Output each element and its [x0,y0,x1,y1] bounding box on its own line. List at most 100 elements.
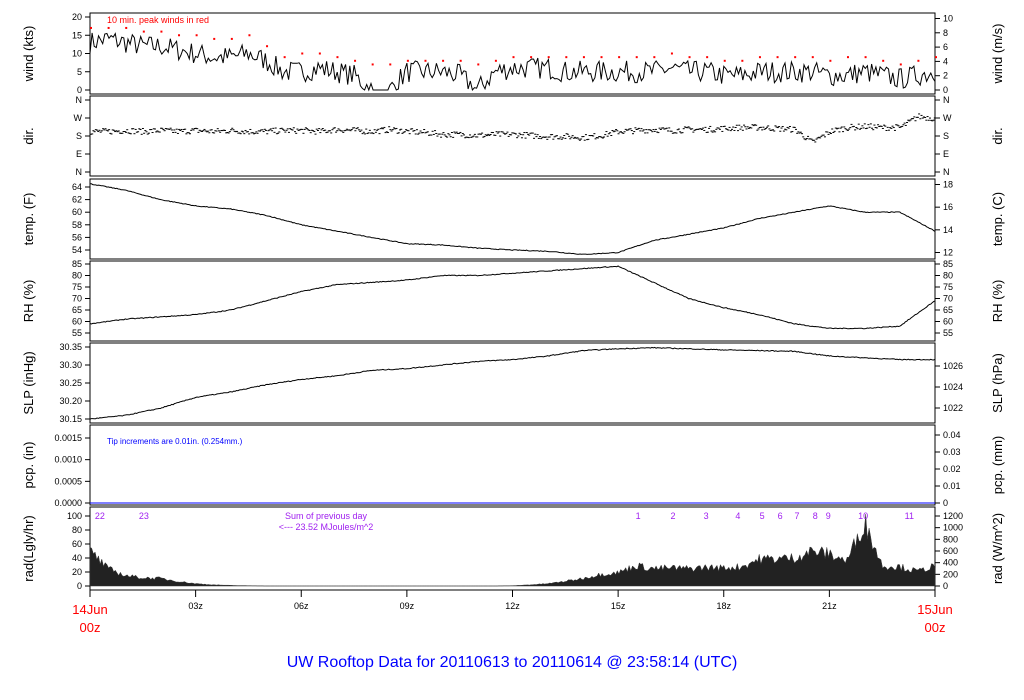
direction-point [933,117,936,119]
direction-point [353,127,356,129]
direction-point [718,128,721,130]
direction-point [834,127,837,129]
direction-point [646,132,649,134]
direction-point [225,132,228,134]
direction-point [542,136,545,138]
direction-point [514,133,517,135]
direction-point [576,137,579,139]
direction-point [561,137,564,139]
direction-point [321,128,324,130]
direction-point [663,128,666,130]
direction-point [704,126,707,128]
direction-point [919,118,922,120]
direction-point [281,128,284,130]
direction-point [694,129,697,131]
right-y-tick-label: E [943,149,949,159]
direction-point [689,128,692,130]
direction-point [924,117,927,119]
y-tick-label: N [76,95,83,105]
direction-point [706,131,709,133]
local-hour-marker: 3 [704,511,709,521]
direction-point [354,130,357,132]
direction-point [152,128,155,130]
local-hour-marker: 23 [139,511,149,521]
direction-point [231,127,234,129]
direction-point [372,133,375,135]
direction-point [314,133,317,135]
direction-point [109,132,112,134]
direction-point [839,127,842,129]
direction-point [166,128,169,130]
direction-point [613,130,616,132]
direction-point [175,128,178,130]
direction-point [274,127,277,129]
direction-point [843,126,846,128]
direction-point [708,127,711,129]
direction-point [680,132,683,134]
direction-point [594,138,597,140]
direction-point [583,139,586,141]
direction-point [149,129,152,131]
direction-point [575,137,578,139]
right-y-axis-label: dir. [990,127,1005,144]
direction-point [182,128,185,130]
direction-point [268,129,271,131]
direction-point [665,127,668,129]
direction-point [854,129,857,131]
direction-point [395,127,398,129]
direction-point [286,128,289,130]
direction-point [110,133,113,135]
direction-point [676,129,679,131]
right-y-tick-label: 0 [943,498,948,508]
right-y-tick-label: 0 [943,85,948,95]
direction-point [819,137,822,139]
direction-point [496,132,499,134]
direction-point [342,131,345,133]
direction-point [304,127,307,129]
direction-point [803,138,806,140]
direction-point [802,136,805,138]
local-hour-marker: 11 [905,511,914,521]
direction-point [502,132,505,134]
direction-point [179,129,182,131]
direction-point [669,130,672,132]
direction-point [425,131,428,133]
direction-point [794,128,797,130]
direction-point [508,134,511,136]
direction-point [656,131,659,133]
x-start-date: 14Jun [72,602,107,617]
direction-point [172,131,175,133]
direction-point [357,129,360,131]
right-y-tick-label: 75 [943,282,953,292]
direction-point [127,132,130,134]
direction-point [483,135,486,137]
right-y-tick-label: 16 [943,202,953,212]
direction-point [927,119,930,121]
direction-point [326,131,329,133]
direction-point [590,135,593,137]
right-y-tick-label: 0.03 [943,447,961,457]
direction-point [245,131,248,133]
direction-point [895,124,898,126]
direction-point [768,128,771,130]
direction-point [488,134,491,136]
direction-point [797,131,800,133]
direction-point [606,135,609,137]
direction-point [151,132,154,134]
direction-point [570,136,573,138]
direction-point [259,130,261,132]
direction-point [436,135,439,137]
direction-point [543,136,546,138]
direction-point [571,135,574,137]
direction-point [440,136,443,138]
y-tick-label: 0 [77,581,82,591]
direction-point [816,137,819,139]
direction-point [437,133,440,135]
y-axis-label: temp. (F) [21,193,36,246]
direction-point [155,131,158,133]
direction-point [918,113,921,115]
direction-point [700,128,703,130]
direction-point [163,130,166,132]
local-hour-marker: 1 [636,511,641,521]
